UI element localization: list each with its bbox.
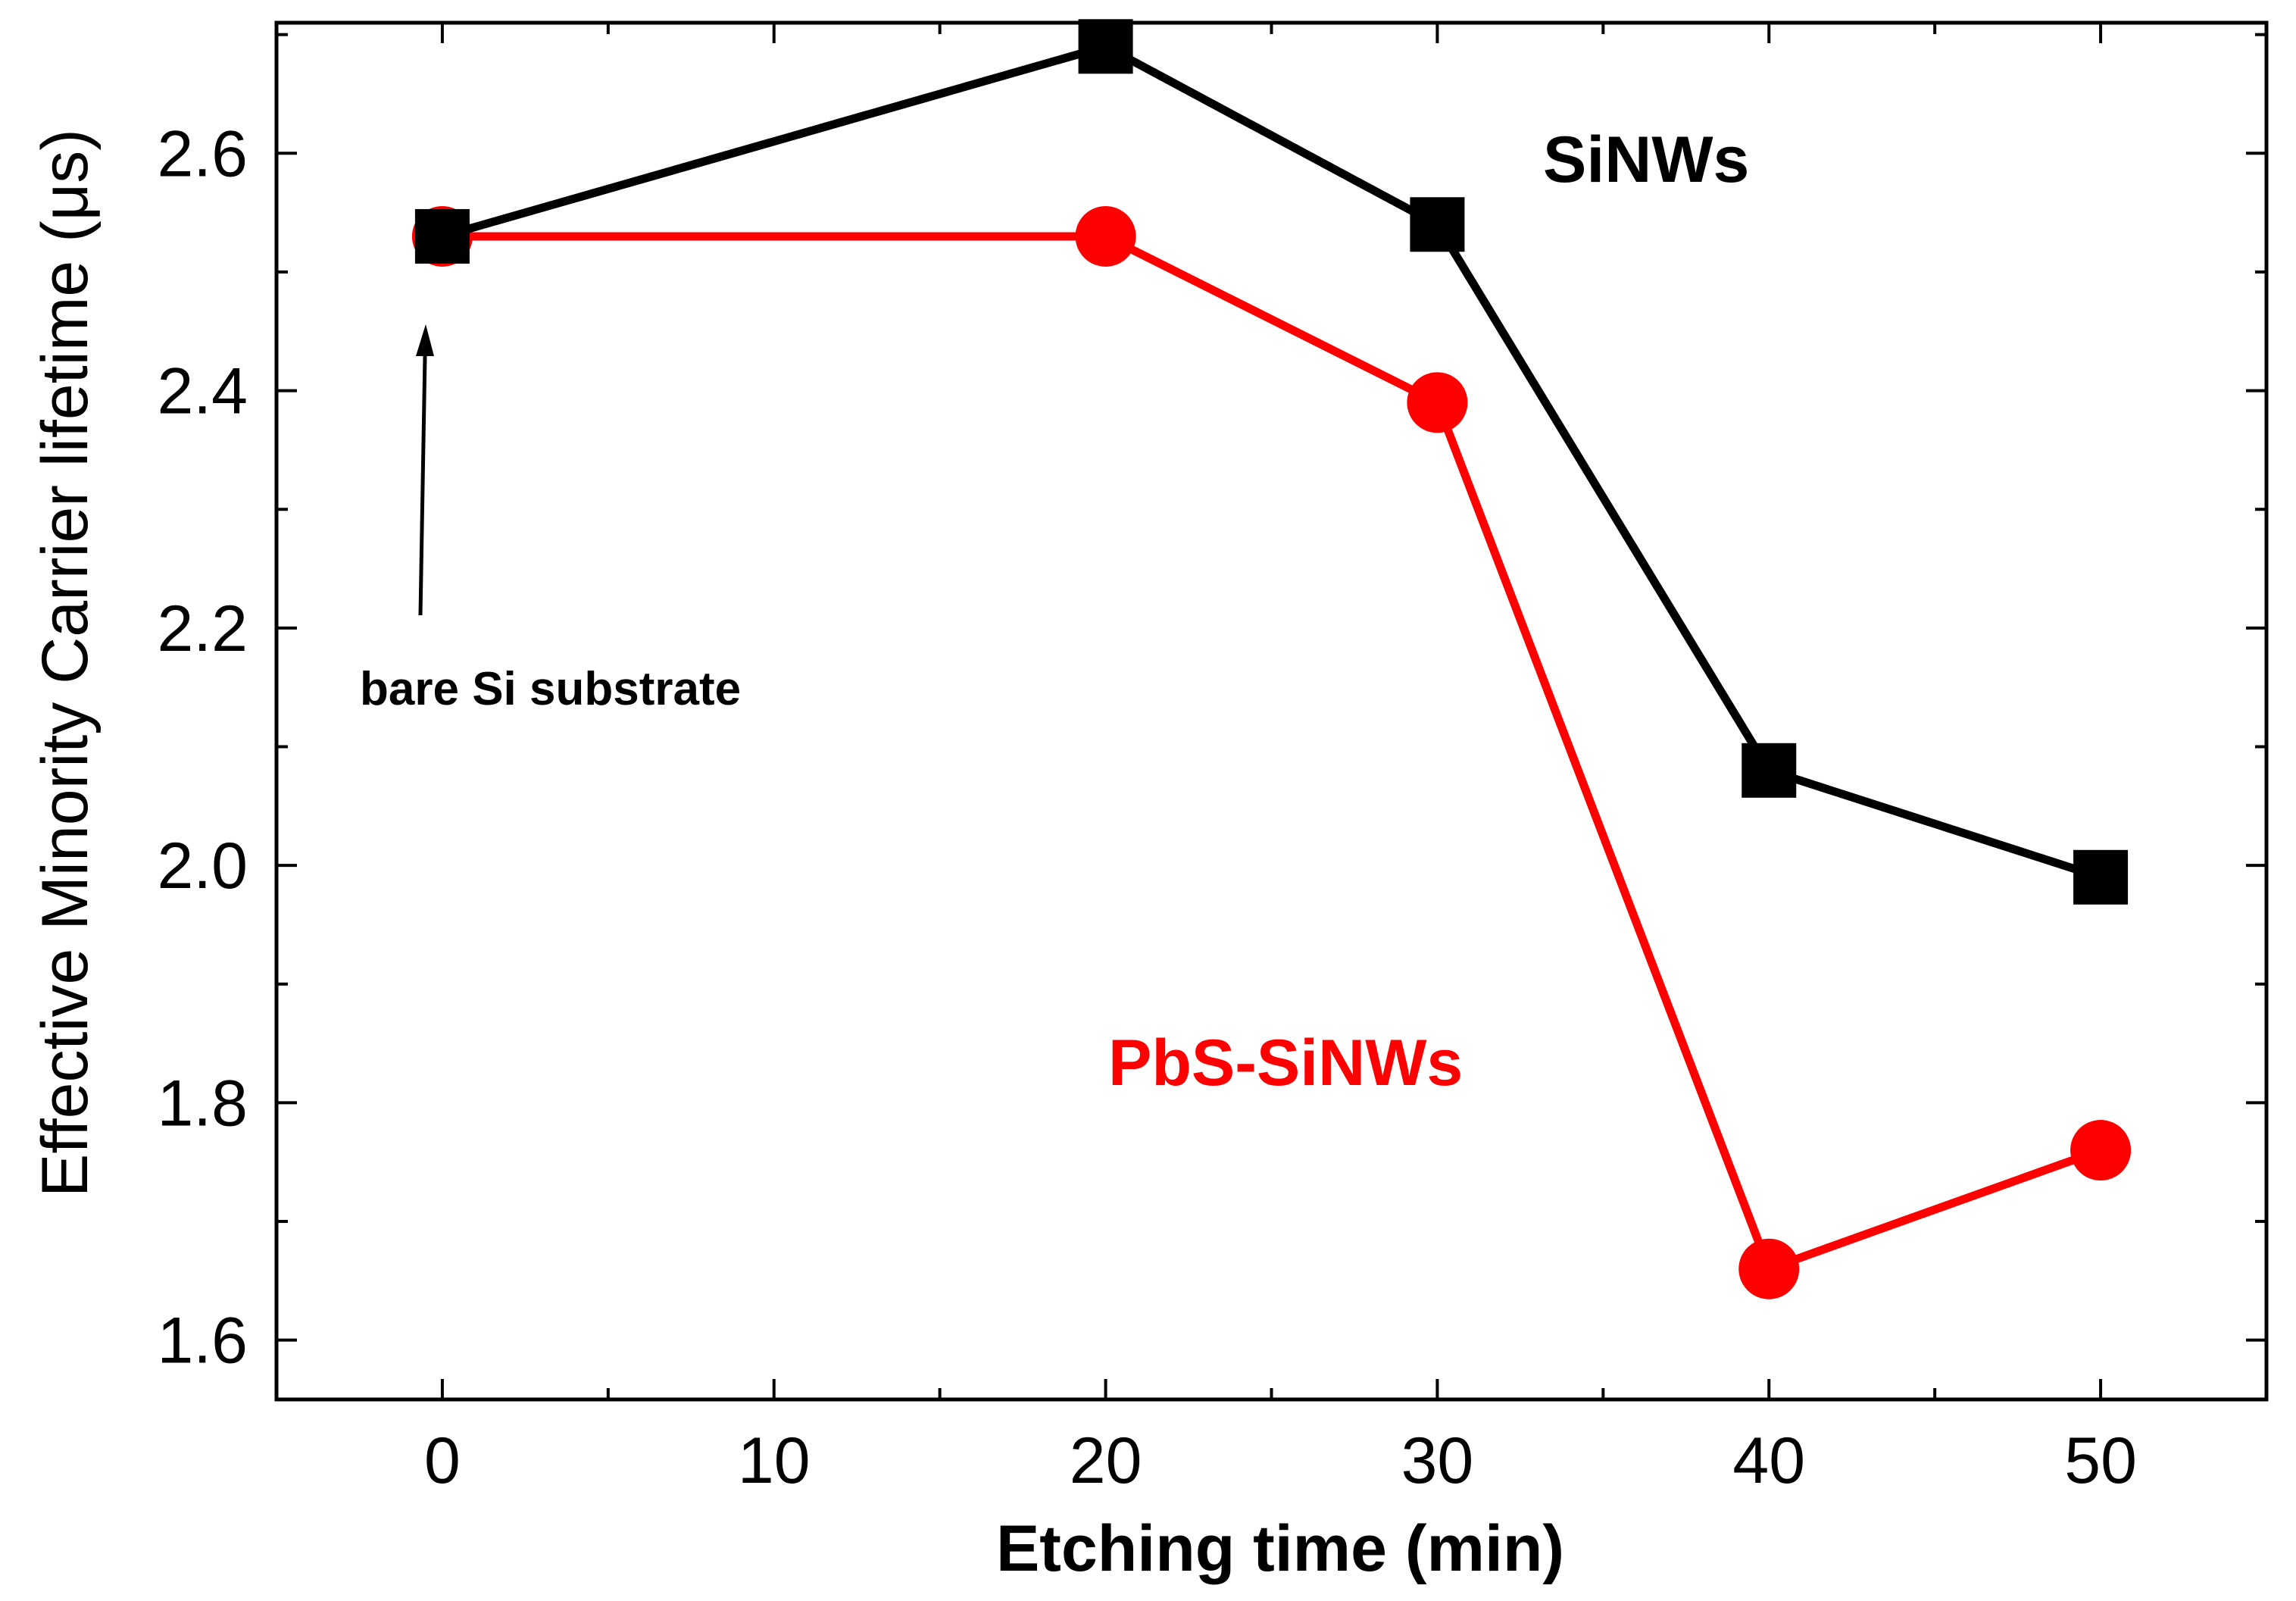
- series-label-sinws: SiNWs: [1543, 124, 1749, 196]
- data-point-sinws: [1742, 743, 1797, 798]
- annotation-arrow-head: [416, 324, 434, 356]
- annotation-bare-si: bare Si substrate: [360, 663, 741, 715]
- annotation-arrow-shaft: [418, 355, 427, 616]
- data-point-pbs-sinws: [1407, 372, 1468, 433]
- x-tick-label: 30: [1401, 1424, 1474, 1497]
- data-point-pbs-sinws: [1075, 205, 1136, 267]
- series-label-pbs-sinws: PbS-SiNWs: [1108, 1027, 1463, 1099]
- plot-area-frame: [274, 20, 2269, 1402]
- y-tick-label: 2.6: [157, 117, 248, 190]
- y-axis-title: Effective Minority Carrier lifetime (μs): [29, 129, 102, 1197]
- annotation-arrow: [416, 324, 434, 616]
- data-point-sinws: [1078, 19, 1133, 74]
- data-point-pbs-sinws: [1738, 1238, 1800, 1299]
- series-line-pbs-sinws: [442, 232, 2102, 1274]
- x-tick-label: 10: [738, 1424, 811, 1497]
- ticks-layer: 0 10 20 30 40 50 1.6 1.8 2.0 2.2 2.4 2.6: [157, 23, 2266, 1497]
- series-line-sinws: [441, 42, 2102, 882]
- series-layer: [411, 19, 2132, 1299]
- x-tick-label: 20: [1070, 1424, 1142, 1497]
- data-point-pbs-sinws: [2070, 1120, 2132, 1181]
- data-point-sinws: [2073, 849, 2129, 905]
- x-tick-label: 40: [1732, 1424, 1805, 1497]
- y-tick-label: 1.6: [157, 1305, 248, 1377]
- y-tick-label: 2.2: [157, 593, 248, 665]
- x-axis-title: Etching time (min): [996, 1512, 1564, 1585]
- data-point-sinws: [414, 208, 470, 264]
- y-tick-label: 2.4: [157, 355, 248, 428]
- data-point-sinws: [1410, 197, 1465, 252]
- y-tick-label: 2.0: [157, 830, 248, 902]
- x-tick-label: 0: [424, 1424, 461, 1497]
- y-tick-label: 1.8: [157, 1067, 248, 1140]
- x-tick-label: 50: [2064, 1424, 2137, 1497]
